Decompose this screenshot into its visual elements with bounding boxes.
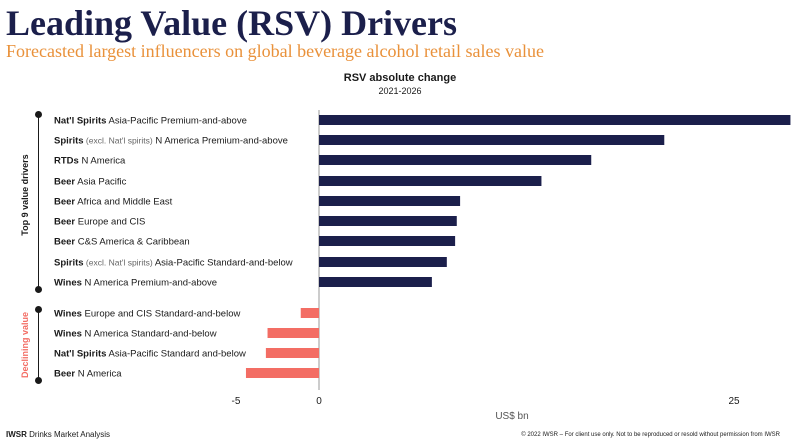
category-label-8: Spirits (excl. Nat'l spirits) Asia-Pacif…	[54, 258, 293, 269]
bar-2	[319, 135, 665, 145]
category-label-5: Beer Africa and Middle East	[54, 197, 173, 208]
bar-5	[319, 196, 461, 206]
category-label-4: Beer Asia Pacific	[54, 177, 127, 188]
page-title: Leading Value (RSV) Drivers	[6, 3, 458, 43]
bar-12	[265, 348, 319, 358]
footer-source: IWSR Drinks Market Analysis	[6, 430, 110, 439]
bar-4	[319, 176, 542, 186]
declining-group-bracket-end	[35, 377, 42, 384]
bar-11	[267, 328, 319, 338]
category-label-7: Beer C&S America & Caribbean	[54, 237, 190, 248]
x-tick-label: 25	[728, 396, 740, 407]
bar-9	[319, 277, 432, 287]
footer-brand-rest: Drinks Market Analysis	[26, 430, 111, 439]
category-label-11: Wines N America Standard-and-below	[54, 329, 217, 340]
bar-1	[319, 115, 791, 125]
top-group-bracket-line	[38, 115, 39, 289]
bar-6	[319, 216, 457, 226]
footer-brand: IWSR	[6, 430, 27, 439]
chart-title: RSV absolute change	[343, 72, 457, 84]
declining-group-bracket-start	[35, 306, 42, 313]
bar-10	[300, 308, 319, 318]
category-label-6: Beer Europe and CIS	[54, 217, 145, 228]
x-tick-label: -5	[232, 396, 241, 407]
category-label-3: RTDs N America	[54, 156, 126, 167]
declining-group-bracket-line	[38, 310, 39, 380]
bar-13	[245, 368, 319, 378]
footer-copyright: © 2022 IWSR – For client use only. Not t…	[521, 432, 780, 438]
top-group-bracket-start	[35, 111, 42, 118]
category-label-10: Wines Europe and CIS Standard-and-below	[54, 309, 240, 320]
category-label-1: Nat'l Spirits Asia-Pacific Premium-and-a…	[54, 116, 247, 127]
category-label-9: Wines N America Premium-and-above	[54, 278, 217, 289]
chart-subtitle: 2021-2026	[378, 86, 422, 96]
x-tick-label: 0	[316, 396, 322, 407]
category-label-13: Beer N America	[54, 369, 122, 380]
bar-3	[319, 155, 592, 165]
top-group-bracket-end	[35, 286, 42, 293]
category-label-12: Nat'l Spirits Asia-Pacific Standard and-…	[54, 349, 246, 360]
page-subtitle: Forecasted largest influencers on global…	[6, 41, 544, 61]
bar-7	[319, 236, 456, 246]
bar-8	[319, 257, 447, 267]
category-label-2: Spirits (excl. Nat'l spirits) N America …	[54, 136, 288, 147]
x-axis-label: US$ bn	[495, 411, 528, 422]
